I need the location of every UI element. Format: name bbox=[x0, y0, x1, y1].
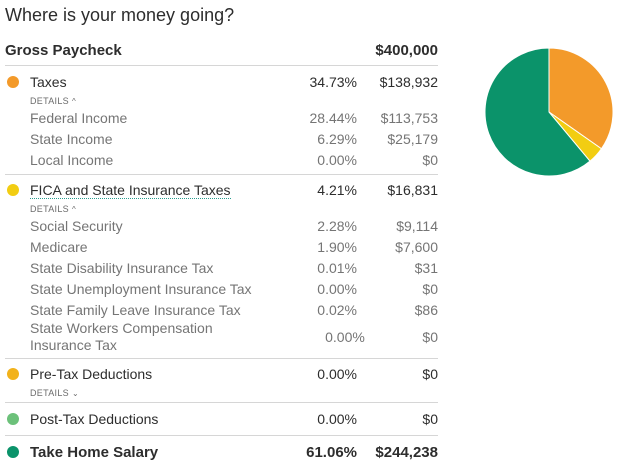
list-item: Local Income 0.00% $0 bbox=[5, 149, 438, 170]
taxes-amount: $138,932 bbox=[379, 74, 438, 90]
sub-item-label: State Income bbox=[30, 130, 113, 147]
pretax-group: Pre-Tax Deductions 0.00% $0 DETAILS ⌄ bbox=[5, 361, 438, 403]
take-home-amount: $244,238 bbox=[375, 443, 438, 461]
list-item: State Income 6.29% $25,179 bbox=[5, 128, 438, 149]
list-item: State Family Leave Insurance Tax 0.02% $… bbox=[5, 299, 438, 320]
sub-item-label: State Unemployment Insurance Tax bbox=[30, 280, 252, 297]
taxes-pct: 34.73% bbox=[309, 74, 357, 90]
sub-item-amount: $9,114 bbox=[396, 217, 438, 234]
posttax-group: Post-Tax Deductions 0.00% $0 bbox=[5, 406, 438, 436]
sub-item-label: State Disability Insurance Tax bbox=[30, 259, 214, 276]
pretax-row: Pre-Tax Deductions 0.00% $0 bbox=[5, 361, 438, 387]
sub-item-amount: $0 bbox=[422, 329, 438, 345]
pretax-details-label: DETAILS bbox=[30, 388, 69, 398]
fica-row: FICA and State Insurance Taxes 4.21% $16… bbox=[5, 177, 438, 203]
list-item: Medicare 1.90% $7,600 bbox=[5, 236, 438, 257]
breakdown-pie-chart bbox=[484, 47, 614, 177]
pie-slice-taxes bbox=[548, 47, 614, 150]
fica-details-toggle[interactable]: DETAILS ^ bbox=[5, 203, 438, 215]
sub-item-amount: $113,753 bbox=[380, 109, 438, 126]
fica-details-label: DETAILS bbox=[30, 204, 69, 214]
list-item: Social Security 2.28% $9,114 bbox=[5, 215, 438, 236]
sub-item-label: State Workers Compensation Insurance Tax bbox=[30, 320, 213, 353]
pie-slice-takehome bbox=[484, 47, 591, 177]
posttax-amount: $0 bbox=[422, 411, 438, 427]
sub-item-label: Local Income bbox=[30, 151, 114, 168]
sub-item-label: Federal Income bbox=[30, 109, 128, 126]
pretax-details-toggle[interactable]: DETAILS ⌄ bbox=[5, 387, 438, 399]
chevron-down-icon: ⌄ bbox=[71, 388, 79, 398]
sub-item-pct: 0.00% bbox=[317, 151, 357, 168]
breakdown-table: Gross Paycheck $400,000 Taxes 34.73% $13… bbox=[5, 36, 438, 467]
posttax-label: Post-Tax Deductions bbox=[30, 411, 159, 427]
pretax-amount: $0 bbox=[422, 366, 438, 382]
taxes-row: Taxes 34.73% $138,932 bbox=[5, 69, 438, 95]
sub-item-pct: 0.02% bbox=[317, 301, 357, 318]
sub-item-label: Social Security bbox=[30, 217, 123, 234]
pretax-label: Pre-Tax Deductions bbox=[30, 366, 153, 382]
posttax-row: Post-Tax Deductions 0.00% $0 bbox=[5, 406, 438, 432]
sub-item-pct: 0.00% bbox=[325, 329, 365, 345]
fica-amount: $16,831 bbox=[387, 182, 438, 198]
takehome-color-dot bbox=[7, 446, 19, 458]
gross-paycheck-label: Gross Paycheck bbox=[5, 42, 122, 59]
gross-paycheck-row: Gross Paycheck $400,000 bbox=[5, 36, 438, 66]
page-title: Where is your money going? bbox=[5, 5, 235, 25]
take-home-row: Take Home Salary 61.06% $244,238 bbox=[5, 437, 438, 467]
sub-item-amount: $86 bbox=[414, 301, 438, 318]
sub-item-pct: 0.01% bbox=[317, 259, 357, 276]
taxes-details-label: DETAILS bbox=[30, 96, 69, 106]
taxes-label: Taxes bbox=[30, 74, 67, 90]
sub-item-pct: 0.00% bbox=[317, 280, 357, 297]
taxes-group: Taxes 34.73% $138,932 DETAILS ^ Federal … bbox=[5, 69, 438, 175]
fica-label[interactable]: FICA and State Insurance Taxes bbox=[30, 182, 231, 199]
sub-item-pct: 6.29% bbox=[317, 130, 357, 147]
chevron-up-icon: ^ bbox=[71, 96, 77, 106]
list-item: Federal Income 28.44% $113,753 bbox=[5, 107, 438, 128]
sub-item-pct: 28.44% bbox=[309, 109, 357, 126]
take-home-label: Take Home Salary bbox=[30, 443, 159, 461]
fica-pct: 4.21% bbox=[317, 182, 357, 198]
sub-item-amount: $25,179 bbox=[387, 130, 438, 147]
posttax-color-dot bbox=[7, 413, 19, 425]
sub-item-pct: 2.28% bbox=[317, 217, 357, 234]
chevron-up-icon: ^ bbox=[71, 204, 77, 214]
fica-label-wrap: FICA and State Insurance Taxes bbox=[30, 182, 282, 199]
list-item: State Unemployment Insurance Tax 0.00% $… bbox=[5, 278, 438, 299]
pretax-color-dot bbox=[7, 368, 19, 380]
fica-color-dot bbox=[7, 184, 19, 196]
pretax-pct: 0.00% bbox=[317, 366, 357, 382]
gross-paycheck-amount: $400,000 bbox=[375, 42, 438, 59]
sub-item-label: State Family Leave Insurance Tax bbox=[30, 301, 241, 318]
sub-item-pct: 1.90% bbox=[317, 238, 357, 255]
list-item: State Workers Compensation Insurance Tax… bbox=[5, 320, 438, 354]
sub-item-amount: $0 bbox=[422, 280, 438, 297]
sub-item-amount: $7,600 bbox=[395, 238, 438, 255]
sub-item-amount: $0 bbox=[422, 151, 438, 168]
list-item: State Disability Insurance Tax 0.01% $31 bbox=[5, 257, 438, 278]
sub-item-label: Medicare bbox=[30, 238, 88, 255]
posttax-pct: 0.00% bbox=[317, 411, 357, 427]
fica-group: FICA and State Insurance Taxes 4.21% $16… bbox=[5, 177, 438, 359]
take-home-pct: 61.06% bbox=[306, 443, 357, 461]
sub-item-amount: $31 bbox=[414, 259, 438, 276]
taxes-details-toggle[interactable]: DETAILS ^ bbox=[5, 95, 438, 107]
taxes-color-dot bbox=[7, 76, 19, 88]
